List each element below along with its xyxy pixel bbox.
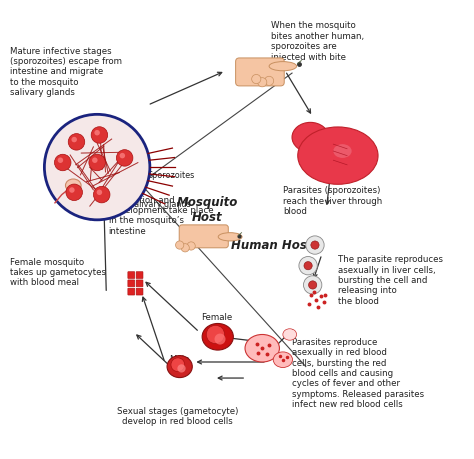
FancyBboxPatch shape bbox=[179, 225, 228, 248]
Circle shape bbox=[311, 241, 319, 250]
Circle shape bbox=[206, 325, 225, 344]
Circle shape bbox=[72, 138, 77, 143]
Circle shape bbox=[258, 78, 267, 88]
Circle shape bbox=[177, 364, 186, 373]
Text: Human Host: Human Host bbox=[231, 239, 312, 252]
Circle shape bbox=[303, 276, 322, 295]
FancyBboxPatch shape bbox=[136, 289, 143, 296]
Ellipse shape bbox=[218, 233, 242, 241]
Ellipse shape bbox=[283, 329, 297, 341]
Circle shape bbox=[66, 185, 82, 201]
Text: Male: Male bbox=[169, 354, 190, 363]
FancyBboxPatch shape bbox=[128, 280, 135, 287]
Ellipse shape bbox=[245, 335, 279, 362]
Ellipse shape bbox=[273, 352, 292, 368]
FancyBboxPatch shape bbox=[128, 272, 135, 279]
Circle shape bbox=[89, 155, 105, 171]
Circle shape bbox=[69, 188, 74, 193]
Circle shape bbox=[264, 77, 273, 86]
Text: Female mosquito
takes up gametocytes
with blood meal: Female mosquito takes up gametocytes wit… bbox=[10, 257, 106, 287]
Text: When the mosquito
bites another human,
sporozoites are
injected with bite: When the mosquito bites another human, s… bbox=[272, 21, 365, 62]
Text: Parasites reproduce
asexually in red blood
cells, bursting the red
blood cells a: Parasites reproduce asexually in red blo… bbox=[292, 337, 424, 409]
Circle shape bbox=[91, 128, 108, 144]
Circle shape bbox=[92, 158, 98, 163]
Text: Female: Female bbox=[201, 312, 232, 321]
Circle shape bbox=[45, 115, 150, 220]
Ellipse shape bbox=[202, 324, 233, 350]
Ellipse shape bbox=[298, 128, 378, 185]
Circle shape bbox=[55, 155, 71, 171]
Circle shape bbox=[187, 242, 195, 251]
Circle shape bbox=[304, 262, 312, 270]
Ellipse shape bbox=[269, 62, 297, 72]
Circle shape bbox=[306, 236, 324, 255]
Circle shape bbox=[309, 281, 317, 290]
Ellipse shape bbox=[333, 145, 352, 158]
FancyBboxPatch shape bbox=[128, 289, 135, 296]
Circle shape bbox=[119, 154, 125, 159]
Text: The parasite reproduces
asexually in liver cells,
bursting the cell and
releasin: The parasite reproduces asexually in liv… bbox=[338, 255, 443, 305]
Circle shape bbox=[181, 244, 189, 252]
Ellipse shape bbox=[292, 123, 329, 153]
Circle shape bbox=[97, 190, 102, 196]
FancyBboxPatch shape bbox=[136, 280, 143, 287]
FancyBboxPatch shape bbox=[136, 272, 143, 279]
Circle shape bbox=[299, 257, 317, 275]
Circle shape bbox=[68, 134, 85, 151]
Circle shape bbox=[93, 187, 110, 203]
Text: Parasites (sporozoites)
reach the liver through
blood: Parasites (sporozoites) reach the liver … bbox=[283, 186, 382, 216]
Text: Salivary glands: Salivary glands bbox=[129, 200, 191, 209]
Text: Sporozoites: Sporozoites bbox=[147, 171, 195, 180]
Ellipse shape bbox=[65, 179, 81, 192]
Circle shape bbox=[117, 151, 133, 167]
Text: Mosquito
Host: Mosquito Host bbox=[176, 195, 238, 223]
Text: Sexual stages (gametocyte)
develop in red blood cells: Sexual stages (gametocyte) develop in re… bbox=[117, 406, 238, 425]
Text: Mature infective stages
(sporozoites) escape from
intestine and migrate
to the m: Mature infective stages (sporozoites) es… bbox=[10, 46, 122, 97]
Circle shape bbox=[175, 241, 184, 250]
Circle shape bbox=[58, 158, 63, 163]
Circle shape bbox=[252, 75, 261, 84]
Circle shape bbox=[94, 131, 100, 136]
Ellipse shape bbox=[167, 356, 192, 378]
Circle shape bbox=[215, 334, 226, 345]
Text: Fetilisation and
development take place
in the mosquito’s
intestine: Fetilisation and development take place … bbox=[109, 195, 213, 235]
Circle shape bbox=[171, 358, 185, 372]
FancyBboxPatch shape bbox=[236, 59, 284, 87]
